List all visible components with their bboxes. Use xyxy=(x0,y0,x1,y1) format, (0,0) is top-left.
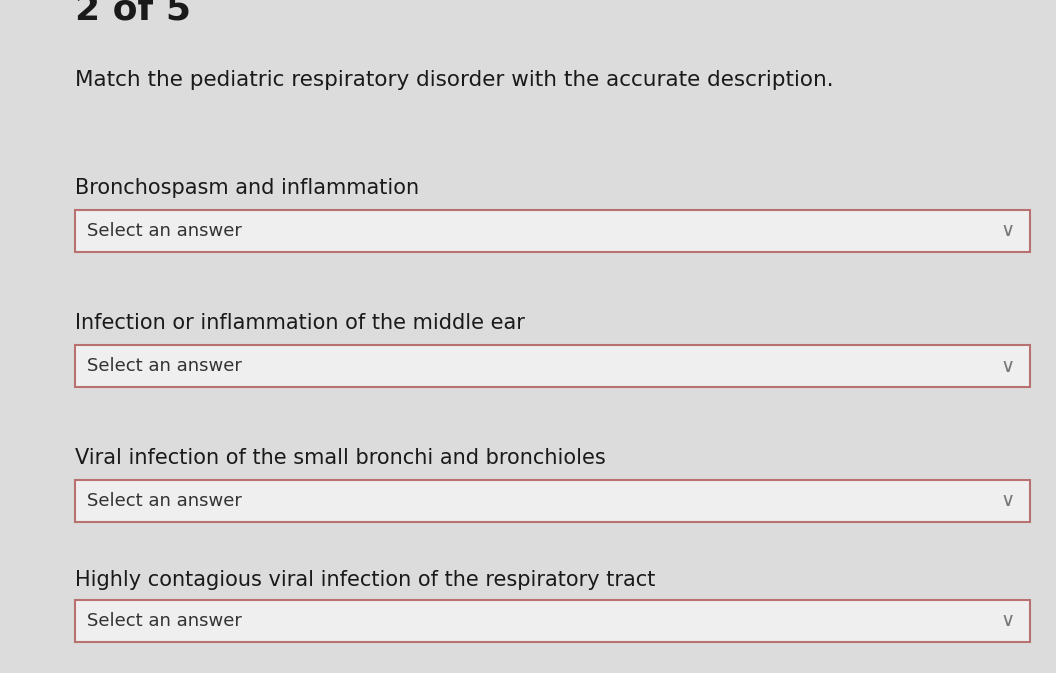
Text: Select an answer: Select an answer xyxy=(87,222,242,240)
Text: Select an answer: Select an answer xyxy=(87,492,242,510)
Text: Viral infection of the small bronchi and bronchioles: Viral infection of the small bronchi and… xyxy=(75,448,606,468)
Text: Bronchospasm and inflammation: Bronchospasm and inflammation xyxy=(75,178,419,198)
Text: ∨: ∨ xyxy=(1001,221,1015,240)
Text: Highly contagious viral infection of the respiratory tract: Highly contagious viral infection of the… xyxy=(75,570,656,590)
Bar xyxy=(75,480,1030,522)
Text: ∨: ∨ xyxy=(1001,491,1015,511)
Bar xyxy=(75,600,1030,642)
Text: Match the pediatric respiratory disorder with the accurate description.: Match the pediatric respiratory disorder… xyxy=(75,70,833,90)
Text: ∨: ∨ xyxy=(1001,612,1015,631)
Text: ∨: ∨ xyxy=(1001,357,1015,376)
Bar xyxy=(75,210,1030,252)
Text: Infection or inflammation of the middle ear: Infection or inflammation of the middle … xyxy=(75,313,525,333)
Text: Select an answer: Select an answer xyxy=(87,612,242,630)
Bar xyxy=(75,345,1030,387)
Text: Select an answer: Select an answer xyxy=(87,357,242,375)
Text: 2 of 5: 2 of 5 xyxy=(75,0,191,26)
